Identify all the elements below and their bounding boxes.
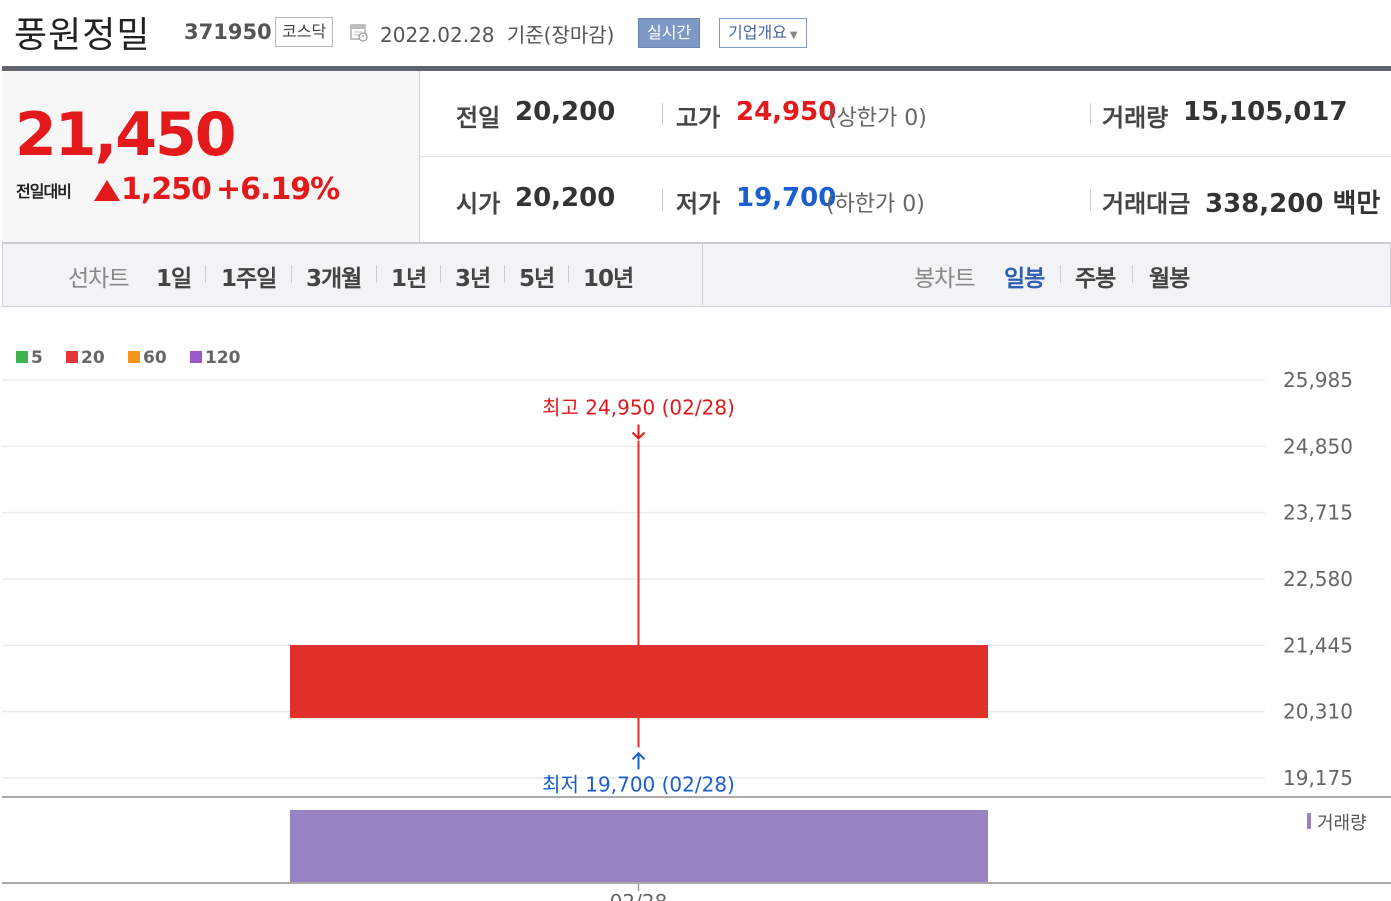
divider	[1090, 103, 1091, 125]
calendar-icon	[350, 22, 368, 42]
date-value: 2022.02.28	[380, 23, 495, 47]
tab-candle-monthly[interactable]: 월봉	[1149, 266, 1190, 292]
divider	[568, 265, 569, 283]
current-price: 21,450	[15, 100, 237, 170]
prev-close-label: 전일	[456, 104, 501, 132]
trade-amount-value: 338,200 백만	[1205, 189, 1381, 219]
tab-line-1day[interactable]: 1일	[156, 266, 192, 292]
high-value: 24,950	[736, 97, 837, 127]
trade-amount-label: 거래대금	[1102, 190, 1191, 218]
legend-swatch	[128, 351, 140, 363]
company-info-label: 기업개요	[728, 23, 787, 42]
y-tick-label: 24,850	[1283, 434, 1353, 458]
open-value: 20,200	[515, 183, 616, 213]
low-label: 저가	[676, 190, 721, 218]
legend-ma120: 120	[190, 348, 241, 368]
legend-ma60: 60	[128, 348, 167, 368]
prev-close-value: 20,200	[515, 97, 616, 127]
x-tick-label: 02/28	[610, 890, 668, 901]
divider	[702, 244, 703, 305]
date-basis: 기준(장마감)	[506, 23, 615, 47]
legend-label: 5	[31, 348, 43, 368]
candle-chart-label: 봉차트	[914, 266, 975, 292]
y-tick-label: 19,175	[1283, 766, 1353, 790]
up-triangle-icon	[94, 180, 120, 201]
chart-tab-bar	[2, 242, 1391, 307]
volume-value: 15,105,017	[1183, 97, 1348, 127]
divider	[440, 265, 441, 283]
open-label: 시가	[456, 190, 501, 218]
legend-swatch	[190, 351, 202, 363]
realtime-button[interactable]: 실시간	[638, 18, 701, 48]
stats-row-divider	[420, 156, 1391, 157]
tab-candle-daily[interactable]: 일봉	[1004, 266, 1045, 292]
divider	[662, 189, 663, 211]
min-annotation: 최저 19,700 (02/28)	[542, 772, 735, 796]
divider	[504, 265, 505, 283]
company-info-dropdown[interactable]: 기업개요 ▼	[719, 18, 807, 48]
y-tick-label: 20,310	[1283, 700, 1353, 724]
y-tick-label: 25,985	[1283, 368, 1353, 392]
legend-ma20: 20	[66, 348, 105, 368]
tab-line-1year[interactable]: 1년	[391, 266, 427, 292]
candle-body	[290, 645, 988, 719]
legend-swatch	[16, 351, 28, 363]
tab-line-3month[interactable]: 3개월	[306, 266, 362, 292]
compare-label: 전일대비	[16, 182, 72, 201]
legend-label: 120	[205, 348, 241, 368]
divider	[1060, 265, 1061, 283]
legend-label: 60	[143, 348, 167, 368]
legend-label: 20	[81, 348, 105, 368]
price-change: 1,250	[121, 172, 212, 207]
divider	[662, 103, 663, 125]
price-change-percent: +6.19%	[216, 172, 340, 207]
upper-limit-note: (상한가 0)	[828, 106, 927, 131]
divider	[291, 265, 292, 283]
stock-code: 371950	[184, 20, 272, 44]
line-chart-label: 선차트	[68, 266, 129, 292]
tab-line-3year[interactable]: 3년	[455, 266, 491, 292]
legend-ma5: 5	[16, 348, 43, 368]
market-badge: 코스닥	[275, 17, 334, 47]
divider	[205, 265, 206, 283]
volume-label: 거래량	[1102, 104, 1169, 132]
volume-legend-label: 거래량	[1317, 813, 1367, 834]
tab-line-5year[interactable]: 5년	[519, 266, 555, 292]
max-annotation: 최고 24,950 (02/28)	[542, 395, 735, 419]
divider	[1132, 265, 1133, 283]
volume-legend-swatch	[1307, 813, 1311, 829]
y-tick-label: 21,445	[1283, 633, 1353, 657]
y-tick-label: 23,715	[1283, 501, 1353, 525]
chevron-down-icon: ▼	[789, 30, 798, 41]
down-arrow-icon	[631, 424, 646, 440]
up-arrow-icon	[631, 751, 646, 770]
divider	[203, 180, 204, 200]
price-panel	[2, 71, 420, 242]
volume-bar	[290, 810, 988, 882]
lower-limit-note: (하한가 0)	[826, 192, 925, 217]
company-name: 풍원정밀	[14, 15, 151, 56]
divider	[1090, 189, 1091, 211]
tab-candle-weekly[interactable]: 주봉	[1075, 266, 1116, 292]
divider	[376, 265, 377, 283]
header-divider	[2, 66, 1391, 71]
tab-line-10year[interactable]: 10년	[583, 266, 634, 292]
date-info: 2022.02.28 기준(장마감)	[380, 19, 614, 48]
tab-line-1week[interactable]: 1주일	[221, 266, 277, 292]
low-value: 19,700	[736, 183, 837, 213]
high-label: 고가	[676, 104, 721, 132]
legend-swatch	[66, 351, 78, 363]
y-tick-label: 22,580	[1283, 567, 1353, 591]
